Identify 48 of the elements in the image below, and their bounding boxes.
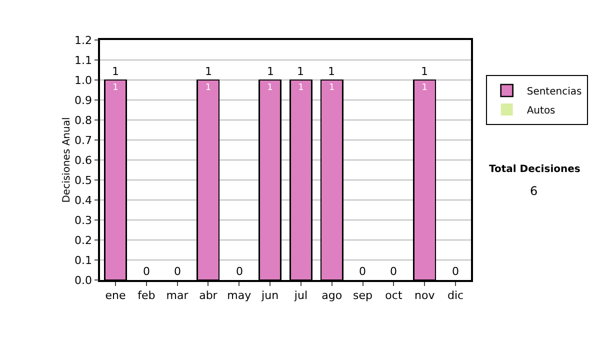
y-tick-label: 0.6	[74, 154, 92, 167]
total-label: 1	[205, 65, 212, 78]
x-tick-label: oct	[385, 288, 403, 302]
data-label: 1	[267, 83, 273, 93]
x-tick-label: ago	[322, 288, 342, 302]
data-label: 1	[329, 83, 335, 93]
data-label: 1	[298, 83, 304, 93]
y-tick-label: 0.8	[74, 114, 92, 127]
y-tick-label: 1.1	[74, 54, 92, 67]
total-label: 1	[267, 65, 274, 78]
total-label: 1	[297, 65, 304, 78]
text: Total Decisiones	[489, 164, 580, 175]
x-tick-label: dic	[447, 288, 464, 302]
total-label: 0	[452, 265, 459, 278]
total-label: 0	[174, 265, 181, 278]
data-label: 1	[112, 83, 118, 93]
y-tick-label: 0.7	[74, 134, 92, 147]
total-label: 0	[359, 265, 366, 278]
y-tick-label: 1.2	[74, 34, 92, 47]
data-label: 1	[422, 83, 428, 93]
x-tick-label: jun	[260, 288, 279, 302]
x-tick-label: jul	[293, 288, 308, 302]
x-tick-label: nov	[414, 288, 436, 302]
legend-label: Autos	[526, 105, 556, 116]
x-tick-label: feb	[138, 288, 156, 302]
data-label: 1	[205, 83, 212, 93]
y-tick-label: 0.3	[74, 214, 92, 227]
y-tick-label: 1.0	[74, 74, 92, 87]
total-label: 1	[112, 65, 119, 78]
y-tick-label: 0.5	[74, 174, 92, 187]
total-label: 1	[328, 65, 335, 78]
total-label: 0	[143, 265, 150, 278]
y-tick-label: 0.1	[74, 254, 92, 267]
y-tick-label: 0.2	[74, 234, 92, 247]
legend-label: Sentencias	[526, 86, 582, 98]
text: 6	[530, 184, 538, 198]
total-label: 0	[390, 265, 397, 278]
y-axis-title: Decisiones Anual	[62, 117, 72, 203]
x-tick-label: abr	[199, 288, 218, 302]
x-tick-label: sep	[353, 288, 373, 302]
x-tick-label: mar	[166, 288, 189, 302]
x-tick-label: ene	[105, 288, 126, 302]
y-tick-label: 0.0	[74, 274, 92, 287]
y-tick-label: 0.9	[74, 94, 92, 107]
y-tick-label: 0.4	[74, 194, 92, 207]
total-label: 0	[236, 265, 243, 278]
total-label: 1	[421, 65, 428, 78]
x-tick-label: may	[227, 288, 252, 302]
